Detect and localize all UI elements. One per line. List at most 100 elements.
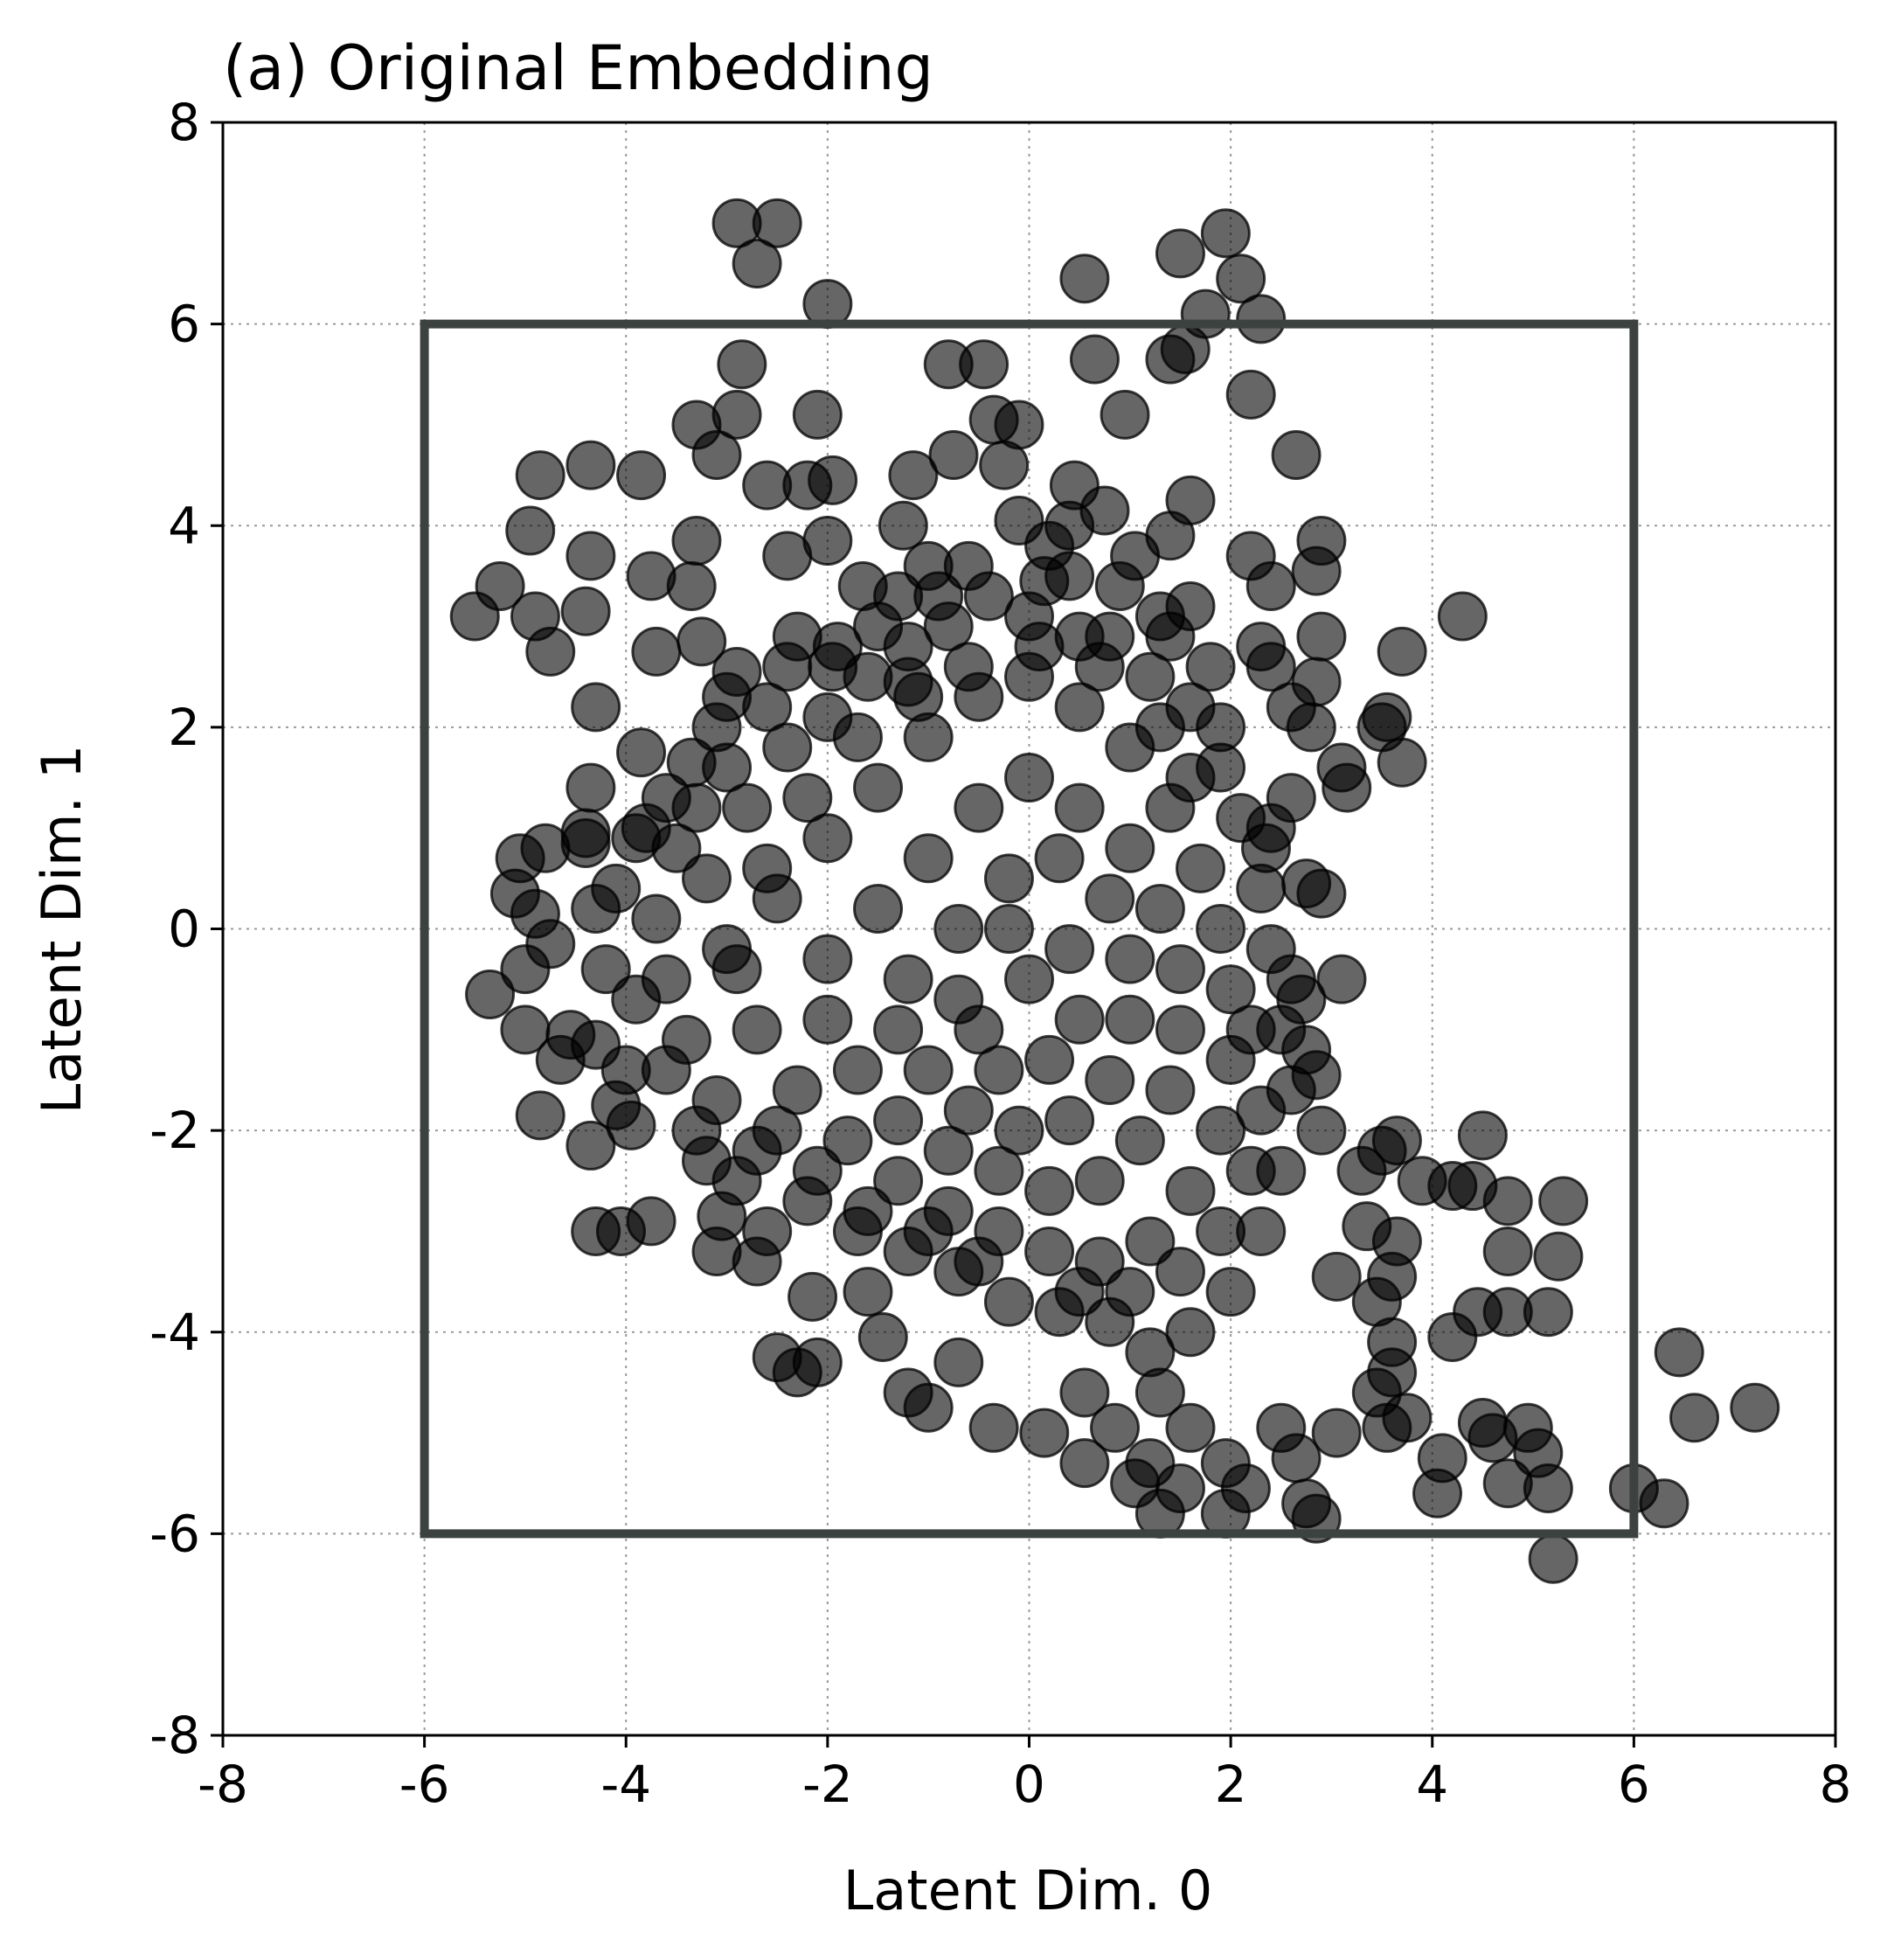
scatter-point <box>500 944 551 995</box>
scatter-point <box>979 440 1030 490</box>
scatter-point <box>711 1156 762 1206</box>
scatter-point <box>1125 651 1176 702</box>
scatter-point <box>1054 994 1105 1045</box>
scatter-point <box>928 430 979 481</box>
scatter-point <box>1216 254 1266 304</box>
scatter-point <box>1024 1227 1075 1276</box>
scatter-point <box>1196 1105 1246 1156</box>
scatter-point <box>853 762 904 813</box>
scatter-point <box>1100 389 1150 440</box>
scatter-point <box>1019 1407 1070 1458</box>
scatter-point <box>1316 954 1367 1004</box>
scatter-point <box>1105 934 1155 984</box>
scatter-point <box>560 586 611 636</box>
scatter-point <box>1296 1105 1347 1156</box>
scatter-point <box>1024 1165 1075 1216</box>
scatter-point <box>465 969 516 1019</box>
bounding-box <box>420 319 1639 1539</box>
x-tick-label: 6 <box>1618 1755 1650 1814</box>
x-tick-label: -6 <box>399 1755 450 1814</box>
scatter-point <box>1165 753 1216 803</box>
scatter-point <box>1437 591 1488 642</box>
scatter-point <box>1523 1287 1573 1338</box>
scatter-point <box>565 531 616 581</box>
scatter-point <box>1059 1367 1110 1418</box>
scatter-point <box>505 505 556 556</box>
scatter-point <box>903 1382 954 1433</box>
scatter-point <box>682 853 732 904</box>
scatter-point <box>1176 843 1226 893</box>
scatter-point <box>571 682 621 733</box>
scatter-point <box>903 1206 954 1256</box>
scatter-point <box>1205 964 1256 1015</box>
scatter-point <box>1069 334 1120 385</box>
scatter-point <box>1322 762 1372 813</box>
scatter-point <box>832 712 883 762</box>
scatter-point <box>1155 944 1205 995</box>
y-tick-label: -4 <box>149 1303 200 1362</box>
scatter-point <box>762 722 813 773</box>
scatter-point <box>762 642 813 692</box>
scatter-point <box>1236 863 1287 914</box>
scatter-point <box>1730 1382 1780 1433</box>
scatter-point <box>1155 1004 1205 1055</box>
scatter-point <box>1155 1247 1205 1297</box>
scatter-point <box>1054 682 1105 733</box>
scatter-point <box>580 944 631 995</box>
scatter-point <box>752 198 802 248</box>
scatter-point <box>1085 1054 1135 1105</box>
x-tick-label: 2 <box>1215 1755 1247 1814</box>
scatter-point <box>832 1045 883 1095</box>
scatter-point <box>968 1402 1019 1453</box>
scatter-point <box>974 1145 1024 1196</box>
y-tick-label: -8 <box>149 1706 200 1765</box>
scatter-point <box>666 560 717 611</box>
scatter-point <box>1090 1402 1141 1453</box>
scatter-point <box>1377 626 1427 677</box>
scatter-point <box>1085 873 1135 924</box>
scatter-point <box>802 994 853 1045</box>
scatter-point <box>782 773 833 824</box>
scatter-point <box>732 238 782 288</box>
scatter-point <box>595 1206 646 1256</box>
scatter-point <box>1014 622 1065 672</box>
scatter-point <box>732 1236 782 1287</box>
scatter-point <box>843 1185 893 1236</box>
scatter-point <box>671 1105 722 1156</box>
scatter-point <box>591 863 642 914</box>
scatter-point <box>742 682 793 733</box>
scatter-point <box>933 974 984 1025</box>
scatter-point <box>853 883 904 934</box>
scatter-point <box>1523 1463 1573 1513</box>
scatter-point <box>792 1145 843 1196</box>
scatter-point <box>702 742 753 793</box>
scatter-point <box>1044 500 1095 551</box>
scatter-point <box>787 1271 838 1322</box>
scatter-point <box>1125 1216 1176 1267</box>
scatter-point <box>822 1116 873 1166</box>
y-axis-label: Latent Dim. 1 <box>30 745 94 1115</box>
scatter-point <box>1457 1110 1508 1161</box>
y-tick-label: -2 <box>149 1101 200 1160</box>
scatter-point <box>923 601 974 652</box>
scatter-point <box>631 626 682 677</box>
scatter-point <box>600 1045 651 1095</box>
scatter-point <box>792 389 843 440</box>
scatter-point <box>565 762 616 813</box>
scatter-point <box>565 1120 616 1171</box>
scatter-point <box>808 455 858 505</box>
scatter-point <box>923 1125 974 1176</box>
x-tick-label: 0 <box>1013 1755 1045 1814</box>
scatter-point <box>631 893 682 944</box>
chart-title: (a) Original Embedding <box>223 32 933 104</box>
scatter-point <box>691 430 742 481</box>
scatter-point <box>1236 1085 1287 1136</box>
scatter-point <box>1059 254 1110 304</box>
scatter-point <box>1054 1267 1105 1317</box>
scatter-point <box>1377 737 1427 788</box>
scatter-point <box>802 813 853 864</box>
scatter-point <box>1034 833 1085 884</box>
scatter-point <box>1074 1156 1125 1206</box>
scatter-point <box>959 339 1009 390</box>
scatter-point <box>1185 642 1236 692</box>
